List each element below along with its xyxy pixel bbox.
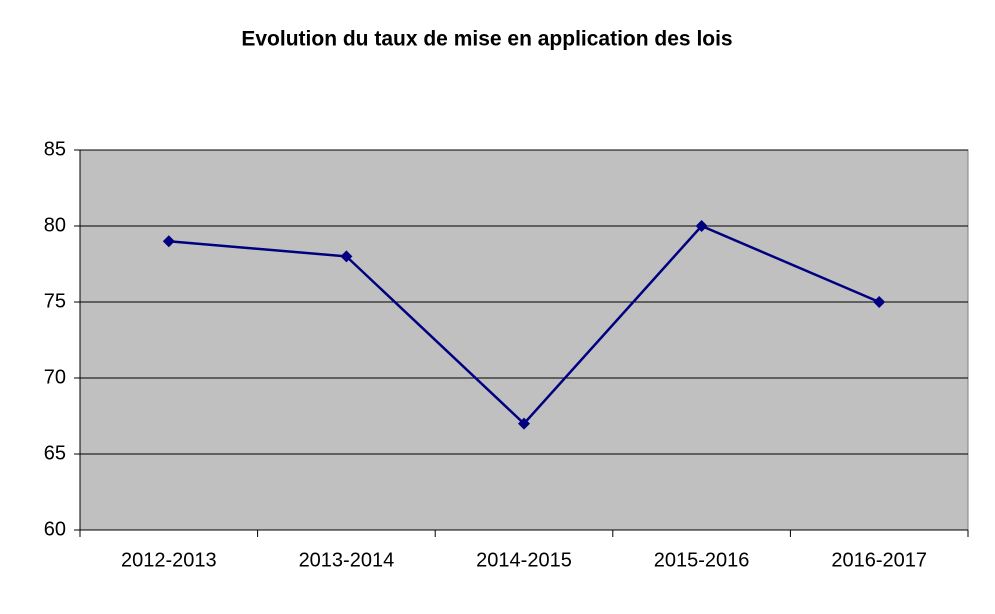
data-point [873, 296, 886, 308]
data-point [162, 235, 175, 248]
y-tick-label: 85 [44, 138, 66, 160]
x-tick-label: 2014-2015 [476, 549, 572, 571]
y-tick-label: 80 [44, 214, 66, 236]
y-tick-label: 60 [44, 518, 66, 540]
x-tick-label: 2016-2017 [831, 549, 927, 571]
y-tick-label: 70 [44, 366, 66, 388]
x-tick-label: 2013-2014 [299, 549, 395, 571]
data-point [340, 250, 353, 263]
y-tick-label: 65 [44, 442, 66, 464]
x-tick-label: 2015-2016 [654, 549, 750, 571]
data-point [518, 417, 530, 430]
plot-area [79, 149, 969, 531]
chart-title: Evolution du taux de mise en application… [241, 28, 732, 51]
x-tick-label: 2012-2013 [121, 549, 217, 571]
y-tick-label: 75 [44, 290, 66, 312]
data-point [695, 220, 708, 232]
